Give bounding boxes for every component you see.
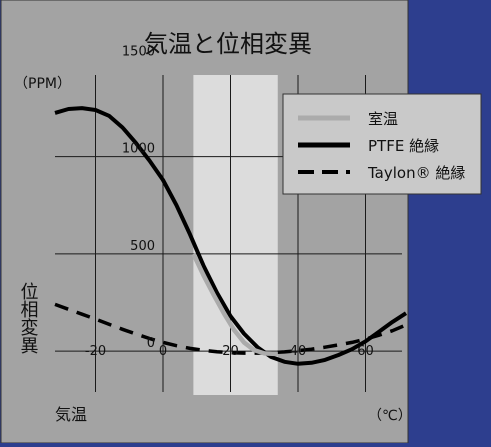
series-taylon	[54, 302, 407, 355]
y-tick-label: 1500	[122, 44, 155, 59]
y-axis-label: 位相変異	[18, 282, 39, 354]
x-tick-label: -20	[85, 344, 106, 359]
tick-labels: -20 0 20 40 60 0 500 1000 1500	[85, 44, 374, 359]
series-room-temp	[191, 252, 278, 357]
x-tick-label: 20	[222, 344, 239, 359]
legend-label-room-temp: 室温	[368, 110, 398, 128]
chart-title: 気温と位相変異	[144, 30, 312, 58]
y-tick-label: 1000	[122, 142, 155, 157]
data-series	[54, 106, 408, 366]
room-temperature-band	[193, 75, 278, 395]
x-unit-label: （℃）	[368, 408, 412, 424]
legend: 室温 PTFE 絶縁 Taylon® 絶縁	[282, 93, 482, 195]
series-ptfe	[54, 106, 408, 366]
y-tick-label: 500	[130, 239, 155, 254]
x-axis-label: 気温	[55, 405, 87, 424]
legend-label-ptfe: PTFE 絶縁	[368, 137, 439, 155]
y-tick-label: 0	[147, 336, 155, 351]
x-tick-label: 0	[159, 344, 167, 359]
x-tick-label: 40	[290, 344, 307, 359]
y-unit-label: （PPM）	[14, 76, 71, 92]
x-tick-label: 60	[357, 344, 374, 359]
legend-label-taylon: Taylon® 絶縁	[367, 164, 465, 182]
